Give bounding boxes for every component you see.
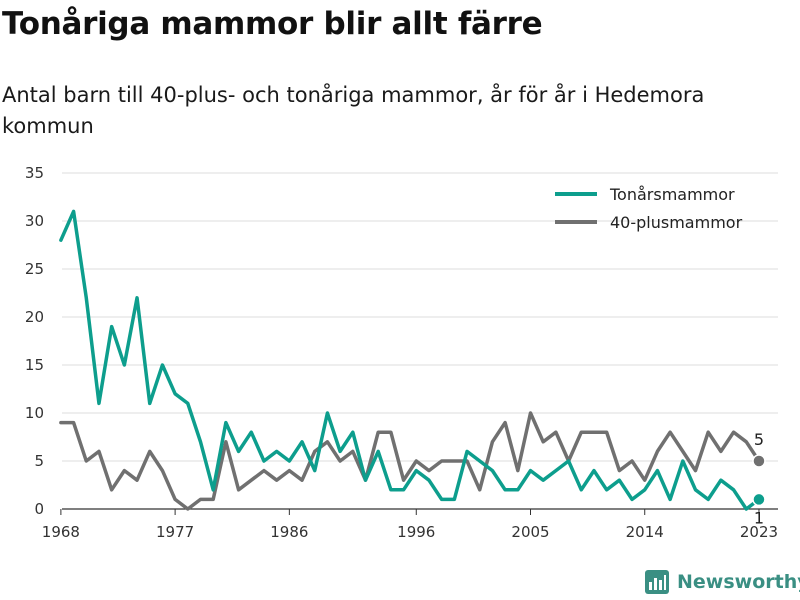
legend-label: Tonårsmammor [609, 185, 735, 204]
endpoint-label: 5 [754, 430, 764, 449]
x-tick-label: 2005 [511, 523, 549, 541]
y-tick-label: 20 [25, 308, 44, 326]
series-lines [59, 209, 761, 511]
y-tick-label: 35 [25, 164, 44, 182]
bar-chart-icon [645, 570, 669, 594]
x-tick-label: 1968 [42, 523, 80, 541]
chart-subtitle: Antal barn till 40-plus- och tonåriga ma… [2, 83, 705, 138]
x-tick-label: 1986 [270, 523, 308, 541]
legend: Tonårsmammor 40-plusmammor [555, 185, 743, 232]
x-tick-label: 1977 [156, 523, 194, 541]
x-tick-label: 2014 [626, 523, 664, 541]
x-tick-label: 1996 [397, 523, 435, 541]
series-line [59, 411, 761, 511]
y-tick-label: 25 [25, 260, 44, 278]
y-axis-tick-labels: 0 5 10 15 20 25 30 35 [25, 164, 44, 518]
y-tick-label: 30 [25, 212, 44, 230]
endpoint-marker [752, 454, 766, 468]
y-tick-label: 15 [25, 356, 44, 374]
y-tick-label: 5 [34, 452, 44, 470]
y-tick-label: 0 [34, 500, 44, 518]
chart-title: Tonåriga mammor blir allt färre [2, 6, 543, 42]
endpoint-marker [752, 492, 766, 507]
x-axis: 1968 1977 1986 1996 2005 2014 2023 [42, 508, 778, 541]
legend-label: 40-plusmammor [610, 213, 743, 232]
endpoint-label: 1 [754, 508, 764, 527]
y-tick-label: 10 [25, 404, 44, 422]
series-line [59, 209, 761, 511]
brand-name: Newsworthy [677, 571, 800, 593]
grid-lines [62, 172, 778, 462]
series-endpoints: 15 [752, 430, 766, 527]
brand-logo: Newsworthy [645, 570, 800, 594]
x-tick-label: 2023 [740, 523, 778, 541]
